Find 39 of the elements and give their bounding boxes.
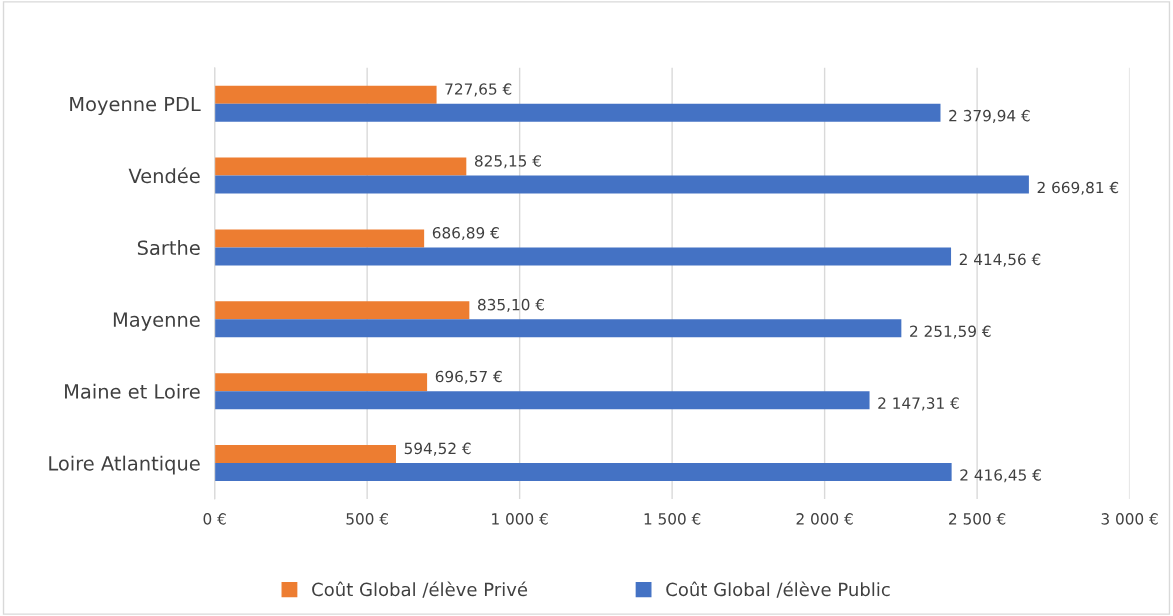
- bar: [214, 103, 941, 122]
- x-tick-label: 1 500 €: [644, 513, 701, 525]
- y-tick-label: Vendée: [128, 167, 200, 184]
- bar: [214, 247, 952, 266]
- bar: [214, 373, 428, 392]
- data-label: 825,15 €: [474, 155, 541, 169]
- x-tick-label: 3 000 €: [1101, 513, 1158, 525]
- legend-label: Coût Global /élève Public: [666, 581, 890, 598]
- data-label: 2 147,31 €: [878, 397, 959, 411]
- data-label: 686,89 €: [432, 227, 499, 241]
- y-tick-label: Loire Atlantique: [49, 455, 200, 475]
- data-label: 2 414,56 €: [959, 253, 1041, 267]
- legend-label: Coût Global /élève Privé: [312, 581, 528, 598]
- bar: [214, 391, 870, 410]
- bar: [214, 319, 902, 338]
- bar: [214, 445, 396, 464]
- y-tick-label: Sarthe: [137, 240, 200, 256]
- data-label: 835,10 €: [478, 298, 544, 312]
- data-label: 727,65 €: [445, 83, 512, 97]
- y-tick-label: Moyenne PDL: [70, 96, 201, 116]
- y-tick-label: Mayenne: [113, 312, 200, 331]
- x-tick-label: 1 000 €: [492, 513, 548, 525]
- data-label: 2 416,45 €: [960, 469, 1041, 483]
- bar: [214, 157, 467, 176]
- x-tick-label: 2 000 €: [796, 513, 853, 525]
- bar: [214, 229, 425, 248]
- x-tick-label: 2 500 €: [949, 513, 1006, 525]
- bar: [214, 85, 437, 104]
- data-label: 594,52 €: [404, 442, 471, 456]
- data-label: 2 251,59 €: [910, 325, 991, 339]
- bar: [214, 463, 952, 481]
- data-label: 2 669,81 €: [1037, 181, 1119, 195]
- x-tick-label: 0 €: [203, 513, 226, 525]
- data-label: 2 379,94 €: [949, 109, 1030, 123]
- bar: [214, 301, 470, 320]
- bar: [214, 175, 1029, 194]
- y-tick-label: Maine et Loire: [65, 383, 200, 399]
- data-label: 696,57 €: [435, 370, 502, 384]
- x-tick-label: 500 €: [346, 513, 388, 525]
